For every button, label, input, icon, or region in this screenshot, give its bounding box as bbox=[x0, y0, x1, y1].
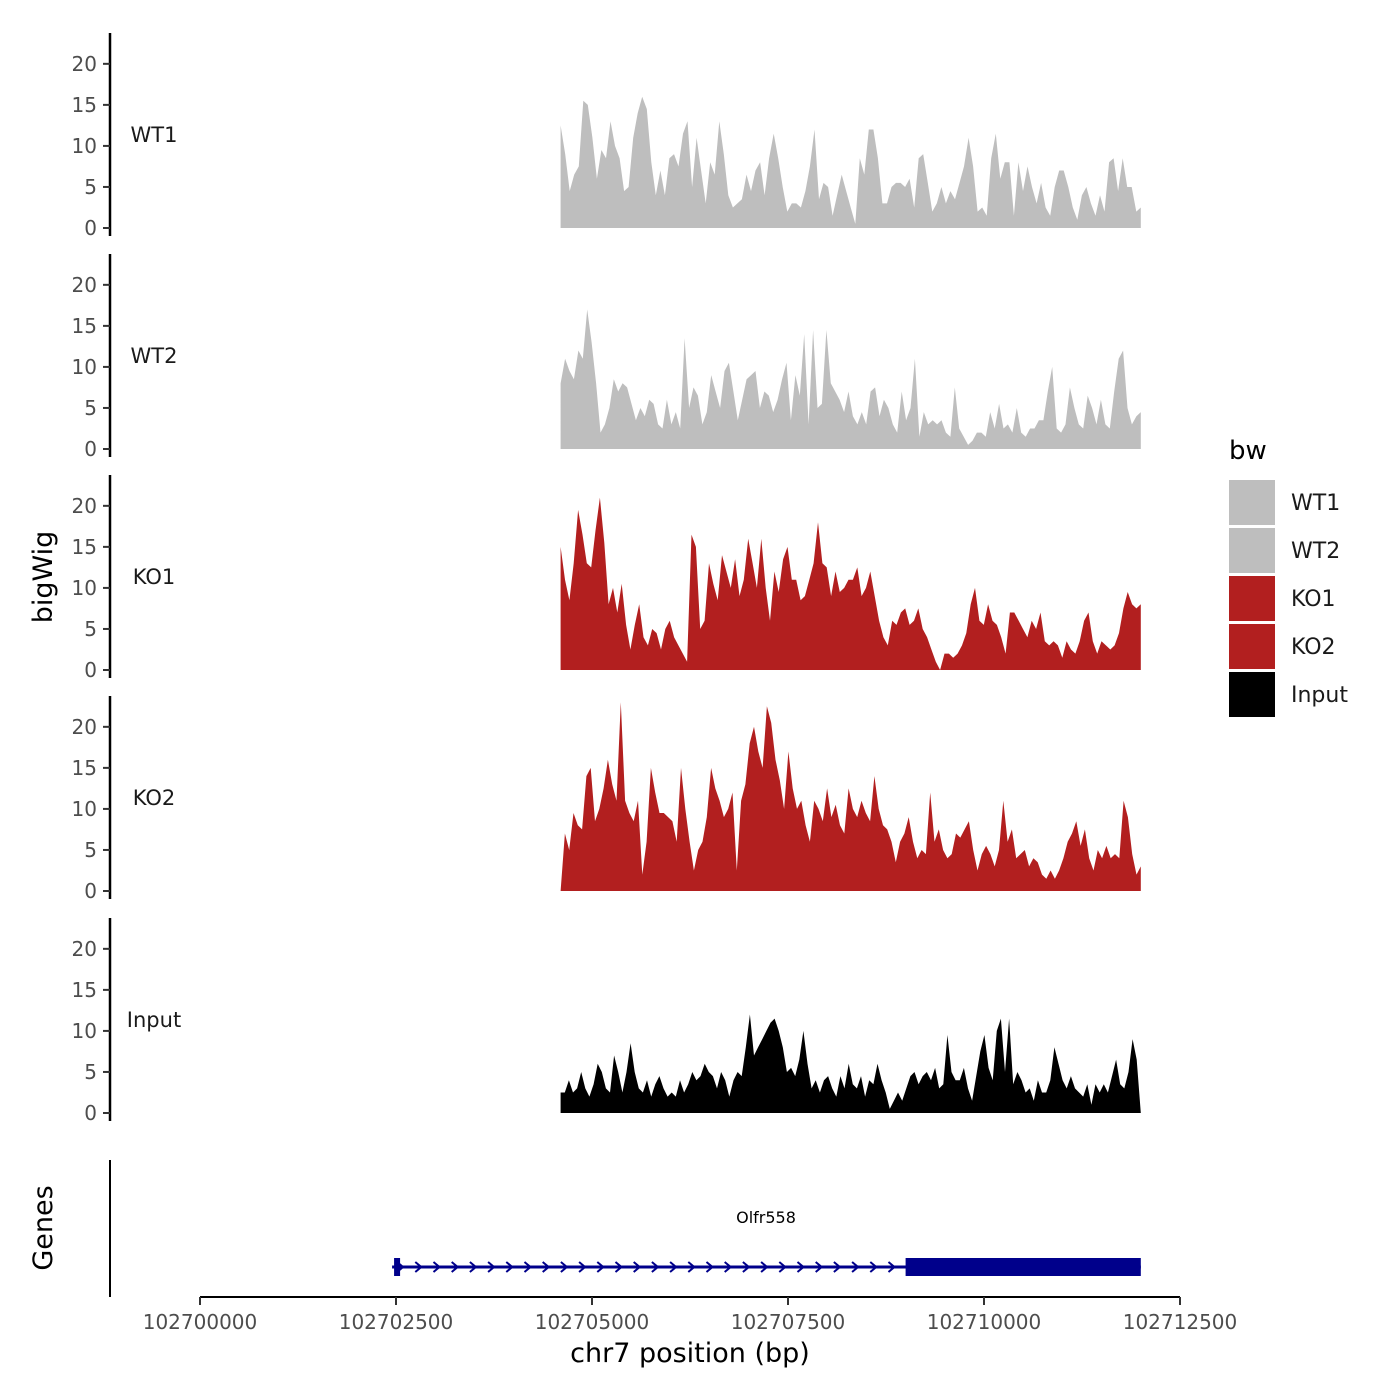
y-tick-label: 5 bbox=[84, 838, 97, 862]
y-tick-label: 15 bbox=[72, 314, 97, 338]
track-input: 0 5 10 15 20 Input bbox=[72, 918, 1141, 1125]
legend: bw WT1 WT2 KO1 KO2 Input bbox=[1229, 436, 1348, 717]
y-tick-label: 5 bbox=[84, 617, 97, 641]
track-wt2: 0 5 10 15 20 WT2 bbox=[72, 254, 1141, 461]
legend-items: WT1 WT2 KO1 KO2 Input bbox=[1229, 480, 1348, 717]
y-tick-label: 15 bbox=[72, 535, 97, 559]
gene-name-label: Olfr558 bbox=[736, 1208, 796, 1227]
strand-arrow bbox=[523, 1261, 533, 1273]
y-tick-label: 5 bbox=[84, 396, 97, 420]
y-tick-label: 20 bbox=[72, 715, 97, 739]
y-tick-label: 10 bbox=[72, 576, 97, 600]
x-axis-ticks: 102700000 102702500 102705000 102707500 1027… bbox=[143, 1297, 1238, 1334]
track-label-wt1: WT1 bbox=[131, 123, 178, 147]
y-tick-label: 20 bbox=[72, 52, 97, 76]
coverage-area-ko1 bbox=[560, 497, 1141, 670]
y-tick-label: 0 bbox=[84, 437, 97, 461]
y-tick-label: 15 bbox=[72, 756, 97, 780]
gene-model bbox=[392, 1258, 1141, 1276]
x-axis-title: chr7 position (bp) bbox=[570, 1338, 810, 1369]
strand-arrow bbox=[869, 1261, 878, 1273]
y-tick-label: 10 bbox=[72, 1019, 97, 1043]
legend-label-wt2: WT2 bbox=[1291, 539, 1340, 564]
strand-arrow bbox=[542, 1261, 551, 1273]
coverage-tracks: 0 5 10 15 20 WT1 0 5 10 15 20 WT2 0 5 10 15 20 KO1 0 5 10 15 2… bbox=[72, 33, 1141, 1125]
strand-arrow bbox=[560, 1261, 569, 1273]
strand-arrow bbox=[651, 1261, 660, 1273]
coverage-area-input bbox=[560, 1014, 1141, 1113]
x-tick-label: 102702500 bbox=[339, 1310, 454, 1334]
track-label-input: Input bbox=[127, 1008, 181, 1032]
x-tick-label: 102710000 bbox=[927, 1310, 1042, 1334]
gene-exon-body bbox=[905, 1258, 1141, 1276]
strand-arrow bbox=[414, 1261, 423, 1273]
y-tick-label: 10 bbox=[72, 134, 97, 158]
legend-swatch-input bbox=[1229, 672, 1275, 717]
x-tick-label: 102700000 bbox=[143, 1310, 258, 1334]
y-axis-title: bigWig bbox=[28, 531, 59, 624]
strand-arrow bbox=[451, 1261, 460, 1273]
gene-track: Genes Olfr558 bbox=[28, 1160, 1141, 1297]
y-tick-label: 5 bbox=[84, 175, 97, 199]
y-tick-label: 15 bbox=[72, 978, 97, 1002]
strand-arrow bbox=[796, 1261, 806, 1273]
track-ko2: 0 5 10 15 20 KO2 bbox=[72, 696, 1141, 903]
y-tick-label: 0 bbox=[84, 879, 97, 903]
x-tick-label: 102707500 bbox=[731, 1310, 846, 1334]
strand-arrow bbox=[760, 1261, 769, 1273]
track-label-wt2: WT2 bbox=[131, 344, 178, 368]
strand-arrow bbox=[742, 1261, 751, 1273]
strand-arrow bbox=[469, 1261, 478, 1273]
coverage-area-wt2 bbox=[560, 309, 1141, 449]
y-tick-label: 0 bbox=[84, 216, 97, 240]
y-tick-label: 20 bbox=[72, 494, 97, 518]
strand-arrow bbox=[724, 1261, 733, 1273]
track-label-ko2: KO2 bbox=[133, 786, 176, 810]
x-tick-label: 102705000 bbox=[535, 1310, 650, 1334]
strand-arrow bbox=[851, 1261, 860, 1273]
x-axis: 102700000 102702500 102705000 102707500 1027… bbox=[143, 1296, 1238, 1369]
y-tick-label: 10 bbox=[72, 797, 97, 821]
gene-track-label: Genes bbox=[28, 1185, 59, 1270]
strand-arrow bbox=[815, 1261, 824, 1273]
strand-arrow bbox=[887, 1261, 897, 1273]
coverage-area-ko2 bbox=[560, 702, 1141, 891]
legend-swatch-ko1 bbox=[1229, 576, 1275, 621]
y-tick-label: 5 bbox=[84, 1060, 97, 1084]
strand-arrow bbox=[578, 1261, 587, 1273]
strand-arrow bbox=[614, 1261, 624, 1273]
y-tick-label: 20 bbox=[72, 937, 97, 961]
y-tick-label: 0 bbox=[84, 1101, 97, 1125]
legend-swatch-wt2 bbox=[1229, 528, 1275, 573]
strand-arrow bbox=[396, 1261, 405, 1273]
strand-arrow bbox=[505, 1261, 514, 1273]
x-tick-label: 102712500 bbox=[1123, 1310, 1238, 1334]
gene-exon-start bbox=[394, 1258, 401, 1276]
legend-label-wt1: WT1 bbox=[1291, 491, 1340, 516]
track-wt1: 0 5 10 15 20 WT1 bbox=[72, 33, 1141, 240]
y-tick-label: 15 bbox=[72, 93, 97, 117]
legend-label-ko1: KO1 bbox=[1291, 587, 1336, 612]
y-tick-label: 10 bbox=[72, 355, 97, 379]
strand-arrow bbox=[687, 1261, 696, 1273]
y-tick-label: 0 bbox=[84, 658, 97, 682]
legend-title: bw bbox=[1229, 436, 1267, 466]
strand-arrow bbox=[669, 1261, 678, 1273]
legend-label-ko2: KO2 bbox=[1291, 635, 1336, 660]
strand-arrow bbox=[705, 1261, 715, 1273]
legend-swatch-ko2 bbox=[1229, 624, 1275, 669]
track-ko1: 0 5 10 15 20 KO1 bbox=[72, 475, 1141, 682]
track-label-ko1: KO1 bbox=[133, 565, 176, 589]
strand-arrow bbox=[596, 1261, 605, 1273]
coverage-area-wt1 bbox=[560, 96, 1141, 228]
strand-arrow bbox=[778, 1261, 787, 1273]
strand-arrow bbox=[432, 1261, 442, 1273]
y-tick-label: 20 bbox=[72, 273, 97, 297]
strand-arrow bbox=[633, 1261, 642, 1273]
strand-arrow bbox=[487, 1261, 496, 1273]
legend-swatch-wt1 bbox=[1229, 480, 1275, 525]
strand-arrow bbox=[833, 1261, 842, 1273]
legend-label-input: Input bbox=[1291, 683, 1348, 708]
